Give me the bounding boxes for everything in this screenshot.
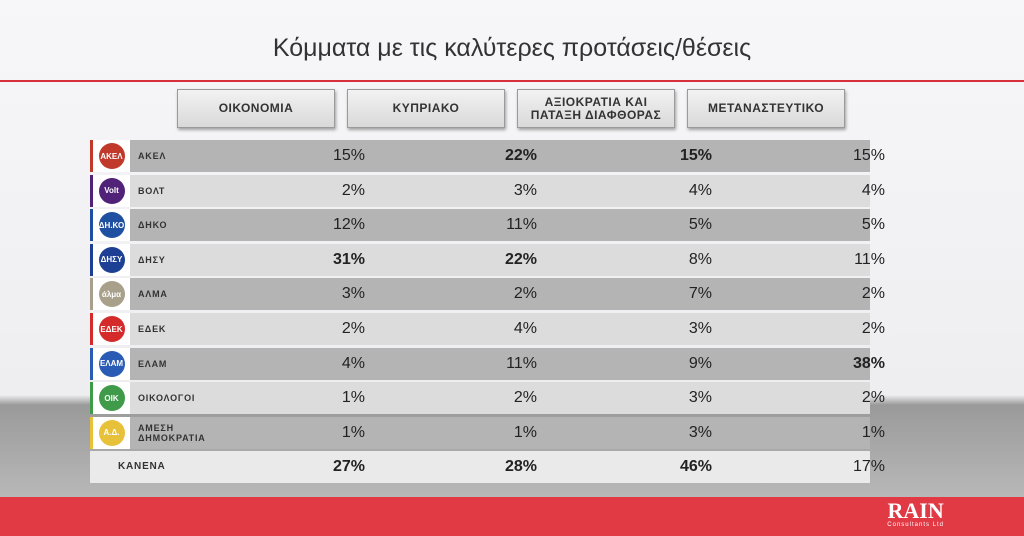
value-cell: 15% xyxy=(679,147,712,164)
logo-mark: ΕΔΕΚ xyxy=(98,316,125,342)
value-cell: 2% xyxy=(513,285,537,303)
value-cell: 2% xyxy=(513,389,537,407)
value-cell: 3% xyxy=(688,320,712,337)
value-cell: 2% xyxy=(861,285,885,303)
table-row: άλμα ΑΛΜΑ 3% 2% 7% 2% xyxy=(90,278,885,311)
value-cell: 1% xyxy=(341,423,365,441)
logo-mark: ΔΗ.ΚΟ xyxy=(98,212,125,239)
logo-mark: Α.Δ. xyxy=(98,419,125,446)
party-logo-icon: άλμα xyxy=(90,278,130,311)
logo-mark: ΔΗΣΥ xyxy=(98,246,125,273)
value-cell: 28% xyxy=(504,458,537,476)
party-name: ΒΟΛΤ xyxy=(138,185,166,196)
value-cell: 15% xyxy=(332,147,365,164)
value-cell: 27% xyxy=(332,458,365,476)
table-row: ΔΗ.ΚΟ ΔΗΚΟ 12% 11% 5% 5% xyxy=(90,209,885,242)
party-logo-icon: ΕΛΑΜ xyxy=(90,347,130,380)
logo-mark: ΟΙΚ xyxy=(98,385,125,412)
party-logo-icon: ΕΔΕΚ xyxy=(90,313,130,345)
value-cell: 12% xyxy=(332,216,365,234)
party-logo-icon: ΑΚΕΛ xyxy=(90,140,130,172)
value-cell: 22% xyxy=(504,147,537,164)
table-row: ΟΙΚ ΟΙΚΟΛΟΓΟΙ 1% 2% 3% 2% xyxy=(90,382,885,415)
table-row: ΑΚΕΛ ΑΚΕΛ 15% 22% 15% 15% xyxy=(90,140,885,172)
value-cell: 31% xyxy=(332,250,365,268)
table-row: Volt ΒΟΛΤ 2% 3% 4% 4% xyxy=(90,174,885,207)
value-cell: 11% xyxy=(854,250,885,268)
value-cell: 4% xyxy=(513,320,537,337)
party-logo-icon: ΟΙΚ xyxy=(90,382,130,415)
table-row: Α.Δ. ΑΜΕΣΗ ΔΗΜΟΚΡΑΤΙΑ 1% 1% 3% 1% xyxy=(90,416,885,449)
value-cell: 3% xyxy=(341,285,365,303)
value-cell: 2% xyxy=(861,389,885,407)
party-name: ΔΗΚΟ xyxy=(138,220,168,231)
value-cell: 4% xyxy=(861,181,885,199)
column-header: ΟΙΚΟΝΟΜΙΑ xyxy=(177,89,335,128)
value-cell: 11% xyxy=(506,354,537,372)
party-name: ΔΗΣΥ xyxy=(138,254,166,265)
divider xyxy=(0,80,1024,82)
value-cell: 2% xyxy=(341,320,365,337)
value-cell: 3% xyxy=(513,181,537,199)
party-name: ΚΑΝΕΝΑ xyxy=(118,461,166,473)
value-cell: 3% xyxy=(688,389,712,407)
party-name: ΕΔΕΚ xyxy=(138,324,167,334)
brand-name: RAIN xyxy=(887,498,944,523)
party-logo-icon: Volt xyxy=(90,174,130,207)
party-name: ΟΙΚΟΛΟΓΟΙ xyxy=(138,393,196,404)
table-row: ΔΗΣΥ ΔΗΣΥ 31% 22% 8% 11% xyxy=(90,243,885,276)
value-cell: 46% xyxy=(679,458,712,476)
value-cell: 38% xyxy=(852,354,885,372)
value-cell: 1% xyxy=(513,423,537,441)
logo-mark: ΕΛΑΜ xyxy=(98,350,125,377)
table-row: ΚΑΝΕΝΑ 27% 28% 46% 17% xyxy=(90,451,885,484)
value-cell: 1% xyxy=(861,423,885,441)
party-logo-icon: ΔΗΣΥ xyxy=(90,243,130,276)
brand-sub: Consultants Ltd xyxy=(887,522,944,528)
value-cell: 4% xyxy=(341,354,365,372)
value-cell: 2% xyxy=(861,320,885,337)
party-logo-icon: Α.Δ. xyxy=(90,416,130,449)
value-cell: 15% xyxy=(852,147,885,164)
logo-mark: Volt xyxy=(98,177,125,204)
value-cell: 11% xyxy=(506,216,537,234)
column-header: ΚΥΠΡΙΑΚΟ xyxy=(347,89,505,128)
party-name: ΕΛΑΜ xyxy=(138,358,168,369)
value-cell: 8% xyxy=(688,250,712,268)
value-cell: 17% xyxy=(852,458,885,476)
brand-logo: RAIN Consultants Ltd xyxy=(887,498,944,529)
column-header: ΑΞΙΟΚΡΑΤΙΑ ΚΑΙ ΠΑΤΑΞΗ ΔΙΑΦΘΟΡΑΣ xyxy=(517,89,675,128)
value-cell: 4% xyxy=(688,181,712,199)
page-title: Κόμματα με τις καλύτερες προτάσεις/θέσει… xyxy=(272,34,752,62)
value-cell: 7% xyxy=(688,285,712,303)
party-name: ΑΚΕΛ xyxy=(138,151,167,161)
footer-bar: RAIN Consultants Ltd xyxy=(0,497,1024,536)
party-name: ΑΛΜΑ xyxy=(138,289,168,300)
logo-mark: άλμα xyxy=(98,281,125,308)
table-row: ΕΛΑΜ ΕΛΑΜ 4% 11% 9% 38% xyxy=(90,347,885,380)
party-name: ΑΜΕΣΗ ΔΗΜΟΚΡΑΤΙΑ xyxy=(138,422,206,443)
party-logo-icon: ΔΗ.ΚΟ xyxy=(90,209,130,242)
logo-mark: ΑΚΕΛ xyxy=(98,143,125,169)
value-cell: 5% xyxy=(861,216,885,234)
column-header: ΜΕΤΑΝΑΣΤΕΥΤΙΚΟ xyxy=(687,89,845,128)
value-cell: 1% xyxy=(341,389,365,407)
value-cell: 3% xyxy=(688,423,712,441)
value-cell: 2% xyxy=(341,181,365,199)
value-cell: 9% xyxy=(688,354,712,372)
table-row: ΕΔΕΚ ΕΔΕΚ 2% 4% 3% 2% xyxy=(90,313,885,345)
value-cell: 5% xyxy=(688,216,712,234)
value-cell: 22% xyxy=(504,250,537,268)
